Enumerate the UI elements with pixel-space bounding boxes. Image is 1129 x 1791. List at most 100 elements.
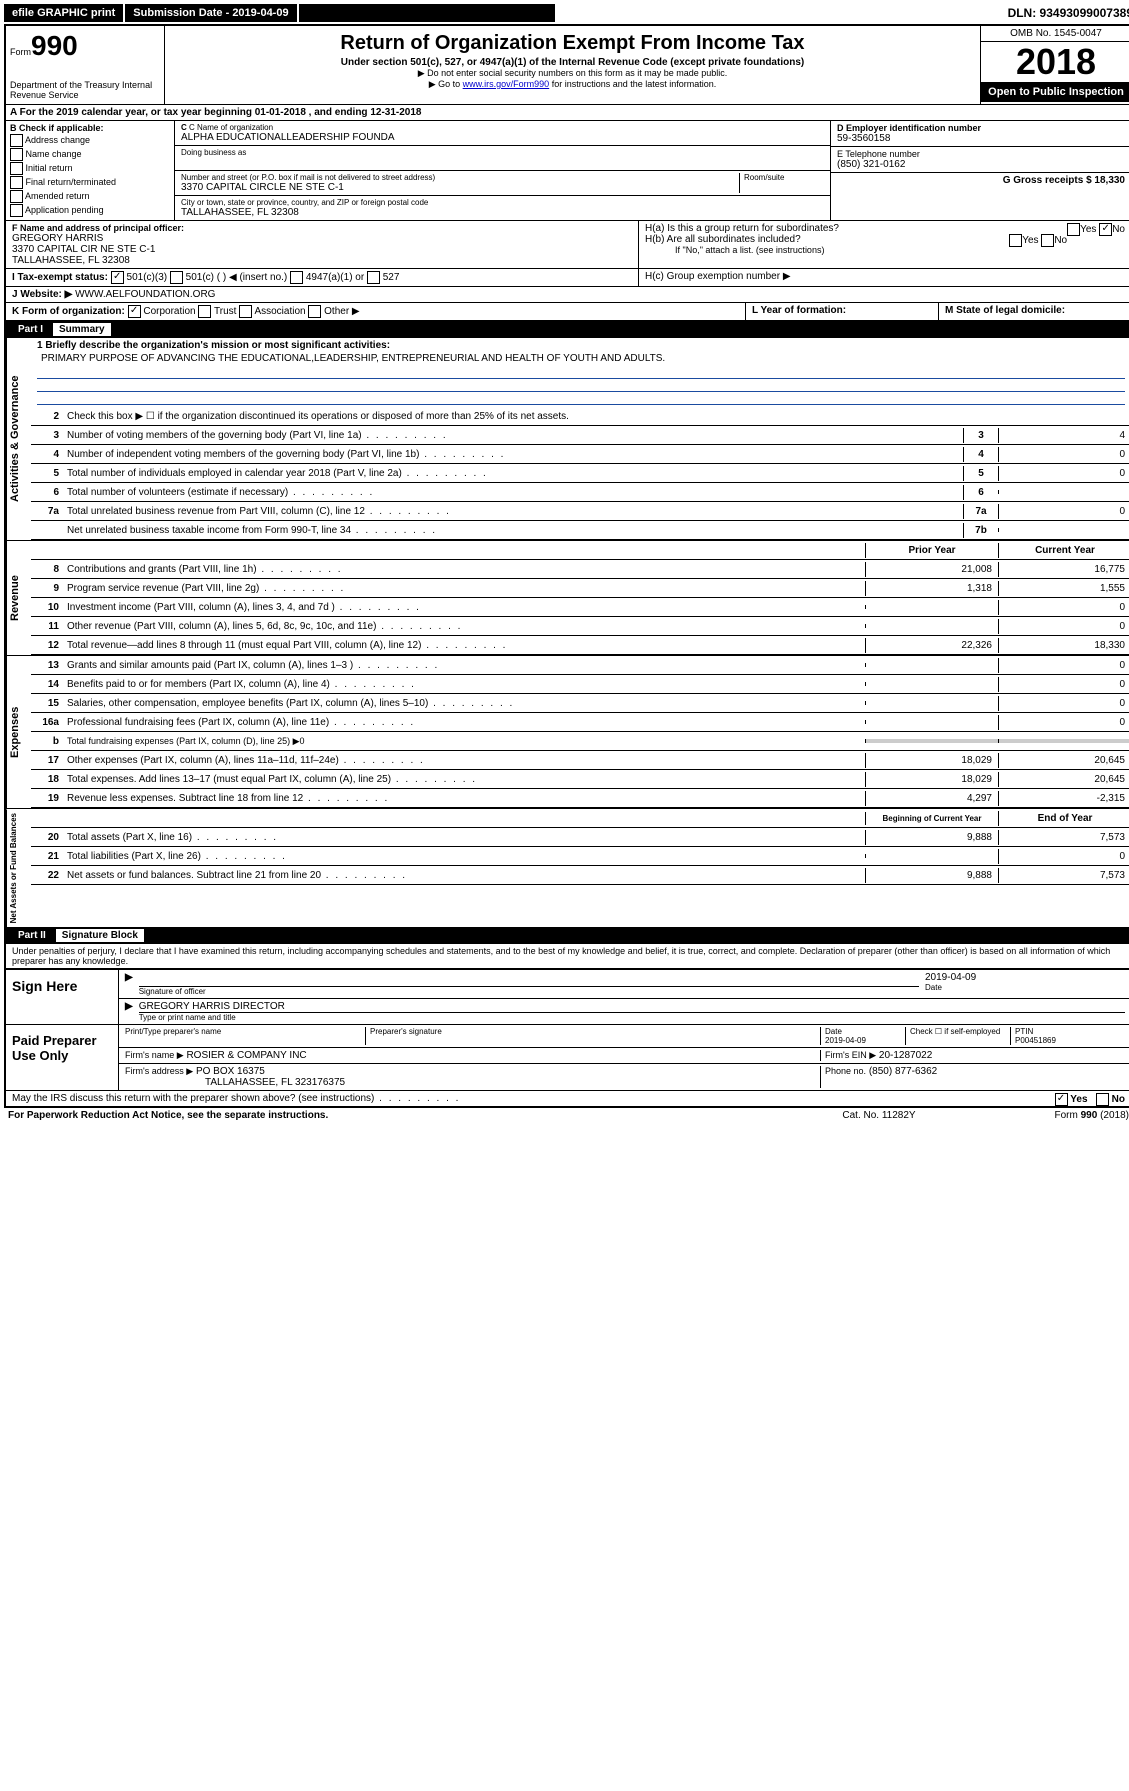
chk-amended[interactable]: Amended return bbox=[10, 190, 170, 203]
data-row: 10 Investment income (Part VIII, column … bbox=[31, 598, 1129, 617]
submission-date: Submission Date - 2019-04-09 bbox=[125, 4, 296, 22]
tel-value: (850) 321-0162 bbox=[837, 159, 1125, 170]
data-row: 8 Contributions and grants (Part VIII, l… bbox=[31, 560, 1129, 579]
open-inspection: Open to Public Inspection bbox=[981, 82, 1129, 102]
form-header: Form990 Department of the Treasury Inter… bbox=[6, 26, 1129, 105]
chk-pending[interactable]: Application pending bbox=[10, 204, 170, 217]
end-year-header: End of Year bbox=[998, 811, 1129, 826]
chk-501c[interactable] bbox=[170, 271, 183, 284]
officer-addr2: TALLAHASSEE, FL 32308 bbox=[12, 255, 632, 266]
prep-name-label: Print/Type preparer's name bbox=[125, 1027, 366, 1045]
firm-city: TALLAHASSEE, FL 323176375 bbox=[125, 1077, 820, 1088]
dept-treasury: Department of the Treasury Internal Reve… bbox=[10, 80, 160, 100]
form-label: Form bbox=[10, 47, 31, 57]
data-row: 16a Professional fundraising fees (Part … bbox=[31, 713, 1129, 732]
name-title-label: Type or print name and title bbox=[139, 1012, 1125, 1022]
officer-addr1: 3370 CAPITAL CIR NE STE C-1 bbox=[12, 244, 632, 255]
part1-header: Part I Summary bbox=[6, 321, 1129, 338]
gov-row: Net unrelated business taxable income fr… bbox=[31, 521, 1129, 540]
city-label: City or town, state or province, country… bbox=[181, 198, 824, 207]
gov-row: 4 Number of independent voting members o… bbox=[31, 445, 1129, 464]
form-title: Return of Organization Exempt From Incom… bbox=[169, 32, 976, 55]
discuss-row: May the IRS discuss this return with the… bbox=[6, 1090, 1129, 1106]
chk-discuss-no[interactable] bbox=[1096, 1093, 1109, 1106]
vlabel-expenses: Expenses bbox=[6, 656, 31, 808]
sign-here-label: Sign Here bbox=[6, 970, 119, 1024]
data-row: 21 Total liabilities (Part X, line 26) 0 bbox=[31, 847, 1129, 866]
ein-value: 59-3560158 bbox=[837, 133, 1125, 144]
sig-date: 2019-04-09 bbox=[925, 972, 1125, 983]
ptin: P00451869 bbox=[1015, 1036, 1056, 1045]
gov-row: 5 Total number of individuals employed i… bbox=[31, 464, 1129, 483]
data-row: 20 Total assets (Part X, line 16) 9,888 … bbox=[31, 828, 1129, 847]
form-number: 990 bbox=[31, 30, 78, 61]
org-city: TALLAHASSEE, FL 32308 bbox=[181, 207, 824, 218]
efile-btn[interactable]: efile GRAPHIC print bbox=[4, 4, 123, 22]
chk-trust[interactable] bbox=[198, 305, 211, 318]
gov-row: 3 Number of voting members of the govern… bbox=[31, 426, 1129, 445]
data-row: 15 Salaries, other compensation, employe… bbox=[31, 694, 1129, 713]
chk-501c3[interactable] bbox=[111, 271, 124, 284]
chk-assoc[interactable] bbox=[239, 305, 252, 318]
addr-label: Number and street (or P.O. box if mail i… bbox=[181, 173, 739, 182]
line2-text: Check this box ▶ ☐ if the organization d… bbox=[63, 409, 1129, 424]
note-goto: ▶ Go to www.irs.gov/Form990 for instruct… bbox=[169, 79, 976, 90]
vlabel-governance: Activities & Governance bbox=[6, 338, 31, 540]
dln: DLN: 93493099007389 bbox=[1008, 6, 1129, 20]
current-year-header: Current Year bbox=[998, 543, 1129, 558]
chk-name[interactable]: Name change bbox=[10, 148, 170, 161]
room-label: Room/suite bbox=[739, 173, 824, 193]
info-grid: B Check if applicable: Address change Na… bbox=[6, 121, 1129, 221]
vlabel-revenue: Revenue bbox=[6, 541, 31, 655]
data-row: 17 Other expenses (Part IX, column (A), … bbox=[31, 751, 1129, 770]
dba-label: Doing business as bbox=[181, 148, 824, 157]
chk-4947[interactable] bbox=[290, 271, 303, 284]
hc-group-exemption: H(c) Group exemption number ▶ bbox=[639, 269, 1129, 286]
form-container: Form990 Department of the Treasury Inter… bbox=[4, 24, 1129, 1108]
cat-no: Cat. No. 11282Y bbox=[779, 1110, 979, 1121]
chk-discuss-yes[interactable] bbox=[1055, 1093, 1068, 1106]
data-row: 9 Program service revenue (Part VIII, li… bbox=[31, 579, 1129, 598]
form-ref: Form 990 (2018) bbox=[979, 1110, 1129, 1121]
firm-addr: PO BOX 16375 bbox=[196, 1066, 265, 1077]
prep-sig-label: Preparer's signature bbox=[366, 1027, 821, 1045]
omb-number: OMB No. 1545-0047 bbox=[981, 26, 1129, 42]
year-formation: L Year of formation: bbox=[746, 303, 939, 320]
irs-link[interactable]: www.irs.gov/Form990 bbox=[463, 79, 550, 89]
paid-preparer-label: Paid Preparer Use Only bbox=[6, 1025, 119, 1090]
mission-text: PRIMARY PURPOSE OF ADVANCING THE EDUCATI… bbox=[37, 351, 1125, 366]
hb-subordinates: H(b) Are all subordinates included? Yes … bbox=[645, 234, 1125, 245]
gov-row: 6 Total number of volunteers (estimate i… bbox=[31, 483, 1129, 502]
chk-initial[interactable]: Initial return bbox=[10, 162, 170, 175]
beg-year-header: Beginning of Current Year bbox=[865, 812, 998, 825]
row-a-tax-year: A For the 2019 calendar year, or tax yea… bbox=[6, 105, 1129, 121]
tel-label: E Telephone number bbox=[837, 149, 1125, 159]
firm-phone: (850) 877-6362 bbox=[869, 1066, 937, 1077]
declaration: Under penalties of perjury, I declare th… bbox=[6, 944, 1129, 969]
top-bar: efile GRAPHIC print Submission Date - 20… bbox=[4, 4, 1129, 22]
blank-bar bbox=[299, 4, 555, 22]
form-subtitle: Under section 501(c), 527, or 4947(a)(1)… bbox=[169, 57, 976, 68]
prep-date: 2019-04-09 bbox=[825, 1036, 866, 1045]
chk-527[interactable] bbox=[367, 271, 380, 284]
data-row: 22 Net assets or fund balances. Subtract… bbox=[31, 866, 1129, 885]
data-row: 19 Revenue less expenses. Subtract line … bbox=[31, 789, 1129, 808]
chk-other[interactable] bbox=[308, 305, 321, 318]
chk-corp[interactable] bbox=[128, 305, 141, 318]
prior-year-header: Prior Year bbox=[865, 543, 998, 558]
note-ssn: ▶ Do not enter social security numbers o… bbox=[169, 68, 976, 79]
data-row: 14 Benefits paid to or for members (Part… bbox=[31, 675, 1129, 694]
sig-date-label: Date bbox=[925, 983, 1125, 992]
ha-group-return: H(a) Is this a group return for subordin… bbox=[645, 223, 1125, 234]
data-row: 12 Total revenue—add lines 8 through 11 … bbox=[31, 636, 1129, 655]
officer-name-title: GREGORY HARRIS DIRECTOR bbox=[139, 1001, 1125, 1012]
chk-address[interactable]: Address change bbox=[10, 134, 170, 147]
data-row: 18 Total expenses. Add lines 13–17 (must… bbox=[31, 770, 1129, 789]
chk-final[interactable]: Final return/terminated bbox=[10, 176, 170, 189]
pra-notice: For Paperwork Reduction Act Notice, see … bbox=[8, 1110, 779, 1121]
website: WWW.AELFOUNDATION.ORG bbox=[75, 289, 215, 300]
state-domicile: M State of legal domicile: bbox=[939, 303, 1129, 320]
part2-header: Part II Signature Block bbox=[6, 927, 1129, 944]
name-label: C C Name of organization bbox=[181, 123, 824, 132]
data-row: 13 Grants and similar amounts paid (Part… bbox=[31, 656, 1129, 675]
